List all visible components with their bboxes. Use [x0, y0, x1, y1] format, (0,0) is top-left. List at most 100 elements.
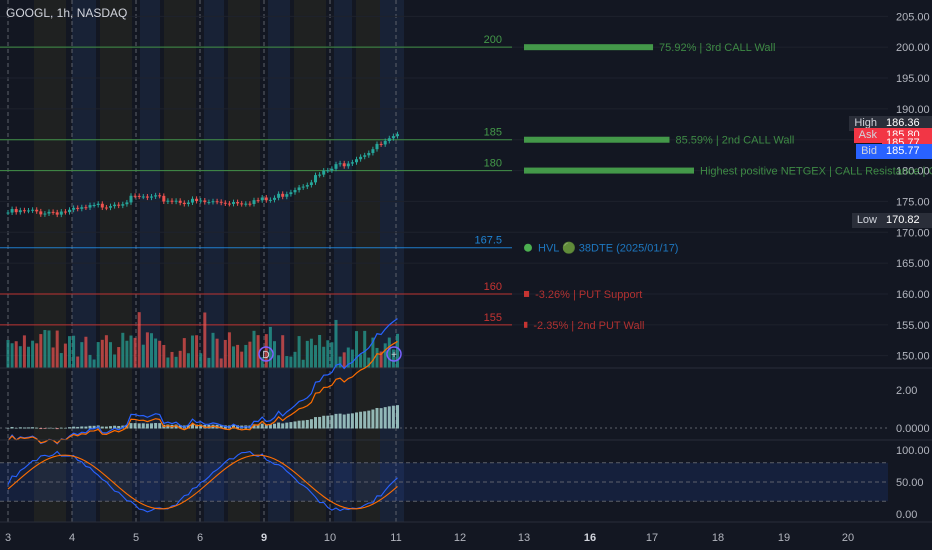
volume-bar — [141, 344, 145, 368]
macd-histogram-bar — [326, 415, 330, 429]
volume-bar — [55, 330, 59, 368]
candle-body — [27, 210, 30, 212]
macd-histogram-bar — [342, 414, 346, 429]
level-bar — [524, 167, 694, 174]
volume-bar — [318, 334, 322, 368]
candle-body — [125, 202, 129, 205]
candle-body — [59, 211, 63, 215]
macd-histogram-bar — [199, 424, 203, 429]
macd-histogram-bar — [10, 426, 14, 429]
candle-body — [346, 163, 350, 167]
volume-bar — [178, 350, 182, 368]
macd-histogram-bar — [277, 422, 281, 429]
candle-body — [371, 149, 375, 153]
volume-bar — [387, 337, 391, 368]
volume-bar — [195, 335, 199, 368]
candle-body — [277, 193, 281, 198]
volume-bar — [88, 354, 92, 368]
macd-histogram-bar — [264, 424, 268, 429]
candle-body — [121, 204, 125, 206]
x-tick-label: 4 — [69, 532, 75, 544]
volume-bar — [391, 349, 395, 368]
candle-body — [211, 201, 215, 203]
volume-bar — [396, 333, 399, 368]
candle-body — [285, 194, 289, 197]
macd-histogram-bar — [273, 423, 276, 429]
volume-bar — [289, 356, 293, 368]
volume-bar — [297, 336, 301, 368]
volume-bar — [72, 335, 76, 368]
volume-bar — [166, 357, 170, 368]
macd-histogram-bar — [260, 423, 264, 429]
macd-histogram-bar — [252, 424, 256, 429]
candle-body — [182, 202, 186, 205]
volume-bar — [223, 339, 227, 368]
candle-body — [129, 195, 133, 203]
candle-body — [104, 207, 108, 209]
volume-bar — [375, 347, 379, 368]
macd-histogram-bar — [367, 410, 371, 429]
volume-bar — [207, 357, 211, 368]
candle-body — [309, 182, 313, 186]
candle-body — [35, 209, 39, 212]
price-tick-label: 190.00 — [896, 104, 930, 116]
volume-bar — [80, 342, 84, 368]
macd-histogram-bar — [47, 427, 51, 429]
macd-histogram-bar — [334, 413, 338, 429]
level-label: 200 — [484, 34, 502, 46]
macd-histogram-bar — [322, 415, 326, 429]
macd-histogram-bar — [297, 420, 301, 429]
candle-body — [186, 202, 190, 205]
candle-body — [22, 210, 26, 212]
candle-body — [109, 206, 112, 208]
macd-histogram-bar — [113, 425, 117, 429]
level-label: 185 — [484, 127, 502, 139]
x-tick-label: 19 — [778, 532, 790, 544]
volume-bar — [158, 340, 162, 368]
session-shade — [268, 0, 290, 522]
volume-bar — [367, 357, 371, 368]
macd-histogram-bar — [330, 415, 334, 429]
candle-body — [223, 202, 227, 204]
volume-bar — [51, 347, 55, 368]
macd-histogram-bar — [289, 422, 293, 429]
candle-body — [88, 205, 92, 208]
candle-body — [96, 203, 100, 205]
volume-bar — [47, 330, 51, 368]
x-tick-label: 10 — [324, 532, 336, 544]
volume-bar — [199, 353, 203, 368]
price-tick-label: 160.00 — [896, 289, 930, 301]
x-tick-label: 13 — [518, 532, 530, 544]
volume-bar — [293, 351, 297, 368]
candle-body — [6, 212, 10, 214]
candle-body — [293, 190, 297, 193]
macd-histogram-bar — [31, 427, 35, 429]
price-tick-label: 200.00 — [896, 42, 930, 54]
macd-histogram-bar — [166, 424, 170, 429]
candle-body — [14, 209, 18, 213]
macd-histogram-bar — [195, 424, 199, 429]
macd-histogram-bar — [18, 427, 22, 429]
price-tick-label: 150.00 — [896, 351, 930, 363]
candle-body — [232, 202, 235, 204]
volume-bar — [18, 346, 22, 368]
macd-histogram-bar — [158, 423, 162, 429]
candle-body — [322, 170, 326, 175]
price-label-tag: High — [849, 116, 882, 132]
session-marker-label: + — [391, 350, 397, 361]
volume-bar — [76, 356, 80, 368]
session-marker-icon — [386, 346, 402, 362]
volume-bar — [359, 354, 363, 368]
level-label: 160 — [484, 281, 502, 293]
macd-histogram-bar — [51, 427, 55, 429]
candle-body — [363, 155, 367, 157]
price-tick-label: 155.00 — [896, 320, 930, 332]
macd-tick-label: 0.0000 — [896, 423, 930, 435]
level-text: 85.59% | 2nd CALL Wall — [676, 135, 795, 147]
macd-histogram-bar — [375, 407, 379, 429]
candle-body — [236, 202, 240, 204]
candle-body — [145, 196, 149, 198]
macd-histogram-bar — [133, 423, 137, 429]
candle-body — [39, 211, 43, 215]
